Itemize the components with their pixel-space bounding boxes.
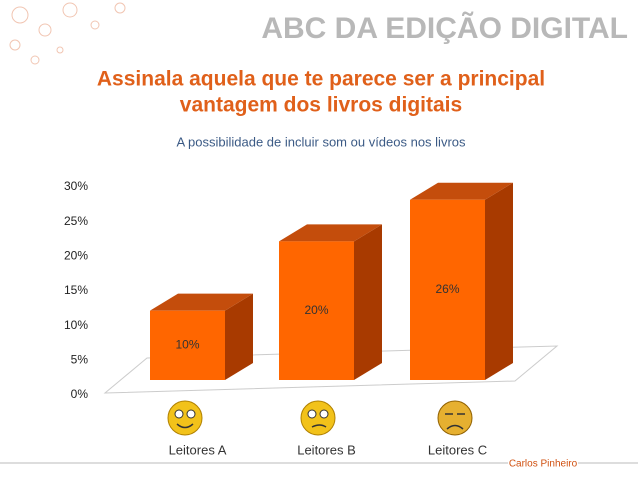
y-tick-label: 30% [64,179,88,193]
bar [150,293,253,380]
bar-top [279,224,382,242]
y-tick-label: 25% [64,214,88,228]
header: ABC DA EDIÇÃO DIGITAL [261,11,628,45]
bar-front [279,241,354,380]
value-label: 20% [304,303,328,317]
decoration [9,2,126,65]
value-label: 26% [435,282,459,296]
bar [279,224,382,380]
bar-top [150,293,253,311]
bar-side [485,182,513,380]
bar-side [225,293,253,380]
bar [410,182,513,380]
y-tick-label: 20% [64,249,88,263]
value-label: 10% [175,338,199,352]
y-tick-label: 15% [64,283,88,297]
chart-title: Assinala aquela que te parece ser a prin… [97,68,545,91]
y-tick-label: 10% [64,318,88,332]
bar-front [410,199,485,380]
chart-subtitle: A possibilidade de incluir som ou vídeos… [176,134,466,149]
chart-title: vantagem dos livros digitais [180,94,462,117]
x-tick-label: Leitores B [297,442,356,457]
x-tick-label: Leitores C [428,442,487,457]
x-tick-label: Leitores A [169,442,227,457]
faces [167,400,473,436]
bar-side [354,224,382,380]
footer: Carlos Pinheiro [509,459,578,470]
y-tick-label: 0% [71,387,89,401]
y-tick-label: 5% [71,353,89,367]
bar-front [150,310,225,380]
bar-top [410,182,513,200]
